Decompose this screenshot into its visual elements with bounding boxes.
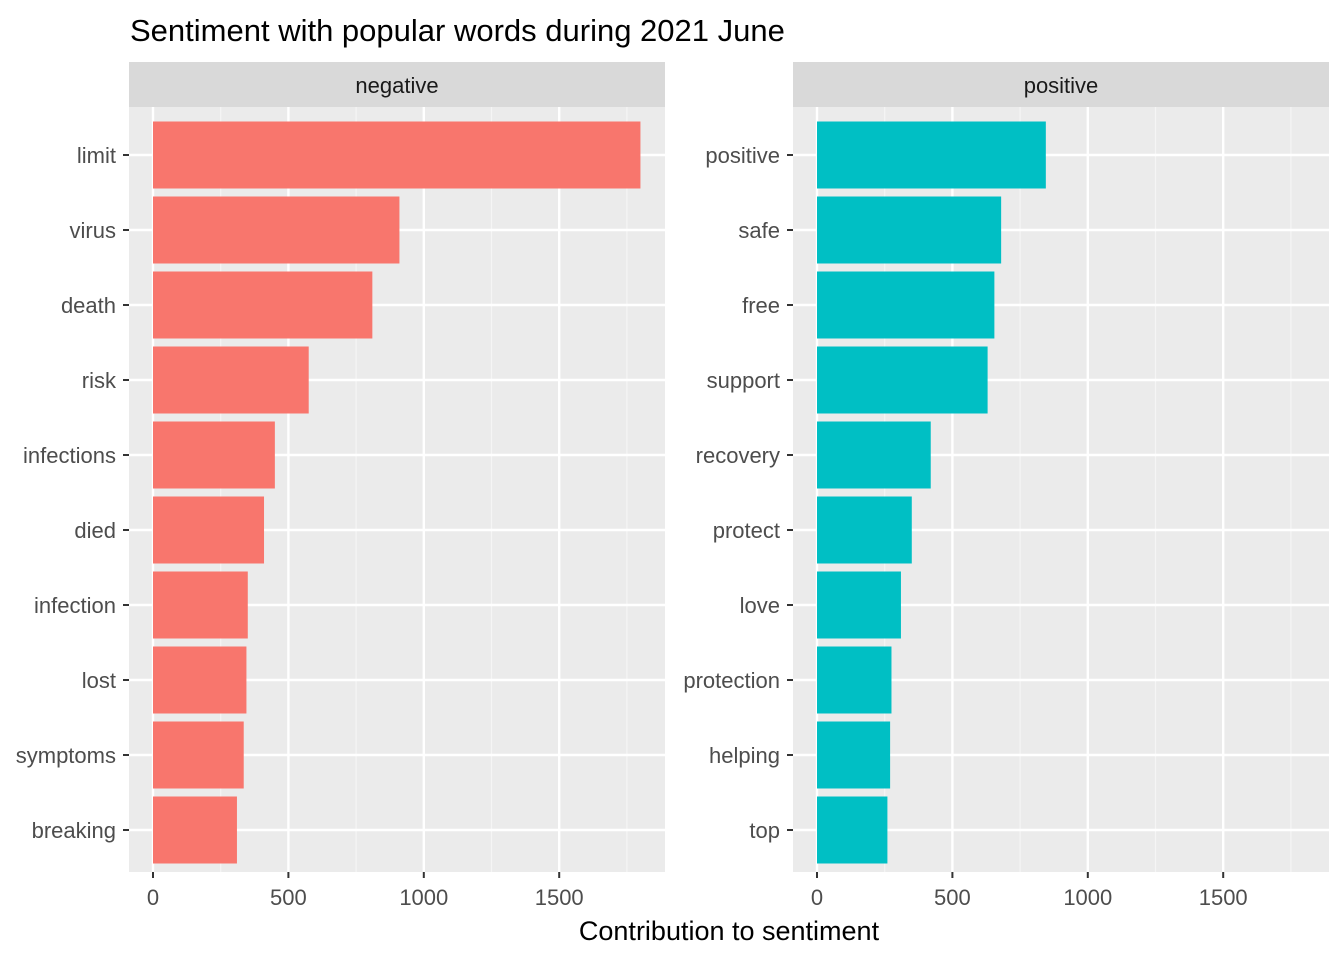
category-label-infections: infections	[23, 443, 116, 468]
category-label-protect: protect	[713, 518, 780, 543]
x-tick-label: 0	[147, 885, 159, 910]
category-label-free: free	[742, 293, 780, 318]
facet-label-positive: positive	[1024, 73, 1099, 98]
bar-positive-support	[817, 346, 988, 414]
bar-negative-virus	[153, 196, 400, 264]
category-label-limit: limit	[77, 143, 116, 168]
x-tick-label: 1500	[535, 885, 584, 910]
category-label-helping: helping	[709, 743, 780, 768]
category-label-protection: protection	[683, 668, 780, 693]
x-axis-label: Contribution to sentiment	[579, 916, 880, 946]
category-label-support: support	[707, 368, 780, 393]
bar-negative-infection	[153, 571, 248, 639]
bar-negative-limit	[153, 121, 641, 189]
bar-negative-death	[153, 271, 373, 339]
category-label-lost: lost	[82, 668, 116, 693]
facet-strip-negative	[129, 62, 665, 107]
category-label-death: death	[61, 293, 116, 318]
chart-title: Sentiment with popular words during 2021…	[130, 13, 785, 48]
category-label-safe: safe	[738, 218, 780, 243]
x-tick-label: 500	[934, 885, 971, 910]
category-label-symptoms: symptoms	[16, 743, 116, 768]
bar-negative-died	[153, 496, 265, 564]
category-label-recovery: recovery	[696, 443, 780, 468]
chart-panels: negative limit virus death risk infections die…	[16, 62, 1329, 910]
category-label-top: top	[749, 818, 780, 843]
facet-strip-positive	[793, 62, 1329, 107]
bar-positive-free	[817, 271, 995, 339]
bar-negative-symptoms	[153, 721, 244, 789]
x-tick-label: 1000	[399, 885, 448, 910]
category-label-died: died	[74, 518, 116, 543]
x-tick-label: 1500	[1199, 885, 1248, 910]
bar-positive-safe	[817, 196, 1002, 264]
bar-negative-breaking	[153, 796, 237, 864]
bar-positive-helping	[817, 721, 891, 789]
category-label-virus: virus	[70, 218, 116, 243]
panel-negative: negative limit virus death risk infections die…	[16, 62, 665, 910]
bar-positive-protection	[817, 646, 892, 714]
bar-negative-risk	[153, 346, 309, 414]
category-label-risk: risk	[82, 368, 117, 393]
panel-positive: positive positive safe free support recovery p…	[683, 62, 1329, 910]
bar-positive-protect	[817, 496, 912, 564]
category-label-infection: infection	[34, 593, 116, 618]
facet-label-negative: negative	[355, 73, 438, 98]
bar-negative-infections	[153, 421, 275, 489]
x-tick-label: 500	[270, 885, 307, 910]
bar-positive-positive	[817, 121, 1046, 189]
bar-positive-love	[817, 571, 901, 639]
x-tick-label: 0	[811, 885, 823, 910]
category-label-positive: positive	[705, 143, 780, 168]
bar-positive-recovery	[817, 421, 931, 489]
category-label-love: love	[740, 593, 780, 618]
x-tick-label: 1000	[1063, 885, 1112, 910]
category-label-breaking: breaking	[32, 818, 116, 843]
bar-negative-lost	[153, 646, 247, 714]
bar-positive-top	[817, 796, 888, 864]
